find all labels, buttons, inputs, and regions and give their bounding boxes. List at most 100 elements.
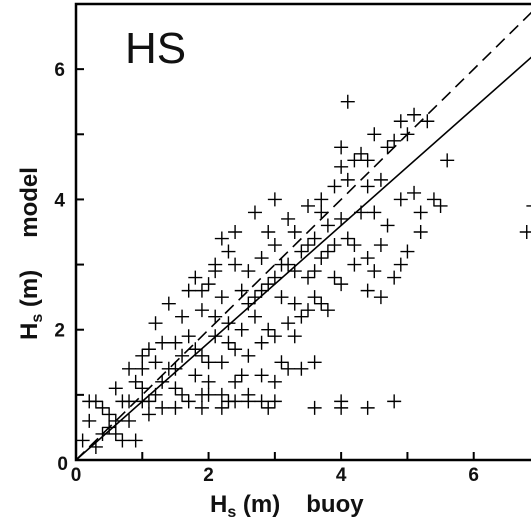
data-point [320, 244, 335, 259]
data-point [188, 270, 203, 285]
origin-tick-label: 0 [57, 454, 68, 475]
data-point [400, 244, 415, 259]
x-axis-label: Hs (m) buoy [210, 491, 364, 521]
data-point [135, 361, 150, 376]
data-point [234, 368, 249, 383]
data-point [267, 270, 282, 285]
y-tick-label: 6 [54, 60, 65, 81]
data-point [433, 198, 448, 213]
data-point [400, 127, 415, 142]
data-point [347, 238, 362, 253]
y-axis-subscript: s [29, 314, 46, 323]
data-point [148, 387, 163, 402]
data-point [228, 394, 243, 409]
data-point [122, 394, 137, 409]
data-point [247, 309, 262, 324]
data-point [354, 146, 369, 161]
data-point [141, 342, 156, 357]
data-point [387, 133, 402, 148]
data-point [214, 355, 229, 370]
data-point [194, 400, 209, 415]
data-point [307, 264, 322, 279]
data-point [373, 290, 388, 305]
data-point [155, 374, 170, 389]
data-point [155, 400, 170, 415]
data-point [347, 257, 362, 272]
data-point [314, 205, 329, 220]
data-point [281, 316, 296, 331]
data-point [360, 251, 375, 266]
data-point [102, 420, 117, 435]
y-axis-unit: (m) [16, 270, 43, 314]
data-point [214, 387, 229, 402]
data-point [314, 296, 329, 311]
data-point [102, 407, 117, 422]
tick-labels: 0 2 4 6 2 4 6 0 [54, 60, 479, 486]
data-point [201, 374, 216, 389]
data-point [208, 329, 223, 344]
data-point [380, 218, 395, 233]
reference-lines [75, 11, 531, 461]
data-point [241, 394, 256, 409]
data-point [75, 433, 90, 448]
y-tick-label: 2 [54, 321, 65, 342]
data-point [420, 114, 435, 129]
data-point [148, 316, 163, 331]
data-point [301, 198, 315, 213]
x-axis-subscript: s [227, 504, 236, 521]
data-point [241, 296, 256, 311]
data-point [407, 107, 422, 122]
y-axis-symbol: H [16, 323, 43, 340]
data-point [274, 290, 289, 305]
data-point [88, 439, 103, 454]
data-point [267, 374, 282, 389]
data-point [267, 192, 282, 207]
data-point [360, 400, 375, 415]
data-point [301, 270, 315, 285]
data-point [135, 381, 150, 396]
data-point [122, 361, 137, 376]
data-point [234, 283, 249, 298]
data-point [367, 205, 382, 220]
data-point [294, 244, 309, 259]
data-point [261, 277, 276, 292]
data-point [287, 225, 302, 239]
data-point [261, 400, 276, 415]
chart-title: HS [125, 24, 186, 73]
plot-frame [74, 2, 531, 462]
data-point [241, 264, 256, 279]
data-point [175, 309, 190, 324]
data-point [340, 94, 355, 109]
data-point [221, 244, 236, 259]
dashed-reference-line [75, 11, 531, 461]
data-point [360, 283, 375, 298]
data-point [367, 264, 382, 279]
data-point [287, 264, 302, 279]
data-point [274, 355, 289, 370]
data-point [241, 348, 256, 363]
data-point [281, 361, 296, 376]
data-point [128, 374, 143, 389]
data-point [387, 394, 402, 409]
data-point [228, 257, 243, 272]
data-point [181, 329, 196, 344]
data-point [267, 238, 282, 253]
data-point [254, 368, 269, 383]
data-point [208, 309, 223, 324]
data-point [194, 348, 209, 363]
data-point [168, 381, 183, 396]
data-point [347, 153, 362, 168]
y-axis-qualifier: model [16, 167, 43, 238]
data-point [228, 374, 243, 389]
data-point [115, 433, 130, 448]
data-point [128, 433, 143, 448]
data-point [168, 335, 183, 350]
data-point [301, 303, 315, 318]
y-axis-label: Hs (m) model [16, 167, 46, 340]
data-point [320, 303, 335, 318]
data-point [267, 394, 282, 409]
data-point [175, 348, 190, 363]
data-point [340, 231, 355, 246]
data-point [194, 303, 209, 318]
data-point [413, 225, 428, 239]
